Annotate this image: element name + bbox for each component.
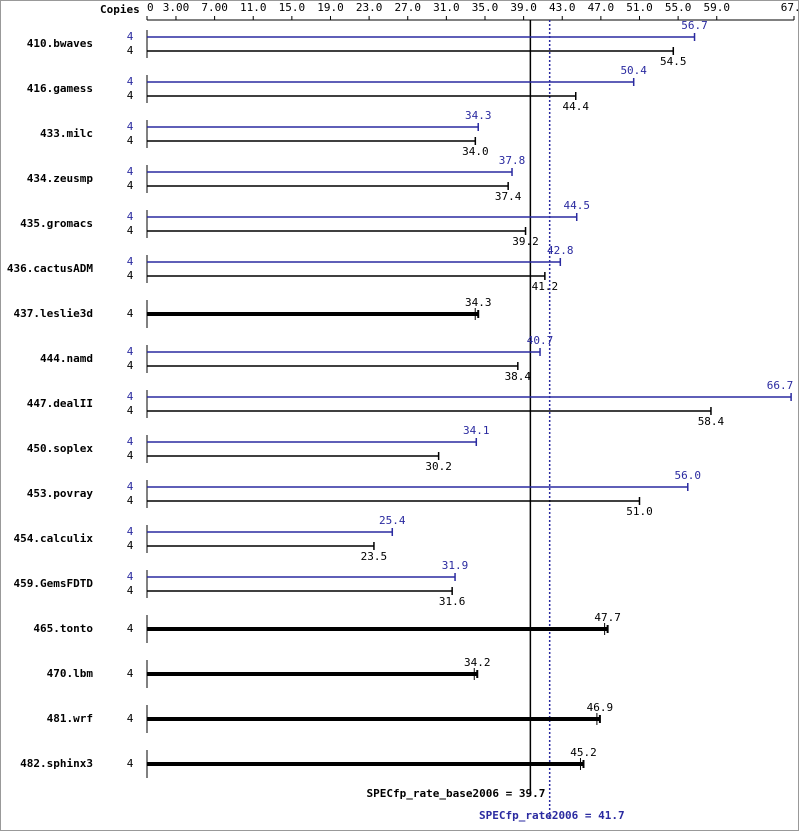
- benchmark-label: 436.cactusADM: [7, 262, 93, 275]
- copies-label: 4: [127, 570, 134, 583]
- value-label: 51.0: [626, 505, 653, 518]
- copies-label: 4: [127, 255, 134, 268]
- copies-label: 4: [127, 89, 134, 102]
- value-label: 45.2: [570, 746, 597, 759]
- copies-label: 4: [127, 345, 134, 358]
- value-label: 34.2: [464, 656, 491, 669]
- x-tick-label: 35.0: [472, 1, 499, 14]
- copies-label: 4: [127, 757, 134, 770]
- benchmark-label: 435.gromacs: [20, 217, 93, 230]
- reference-label: SPECfp_rate_base2006 = 39.7: [367, 787, 546, 800]
- copies-label: 4: [127, 210, 134, 223]
- benchmark-label: 450.soplex: [27, 442, 94, 455]
- value-label: 42.8: [547, 244, 574, 257]
- x-tick-label: 11.0: [240, 1, 267, 14]
- value-label: 34.0: [462, 145, 489, 158]
- x-tick-label: 7.00: [201, 1, 228, 14]
- value-label: 39.2: [512, 235, 539, 248]
- x-tick-label: 23.0: [356, 1, 383, 14]
- value-label: 40.7: [527, 334, 554, 347]
- copies-label: 4: [127, 120, 134, 133]
- benchmark-label: 454.calculix: [14, 532, 94, 545]
- value-label: 46.9: [587, 701, 614, 714]
- copies-label: 4: [127, 75, 134, 88]
- copies-label: 4: [127, 449, 134, 462]
- benchmark-label: 459.GemsFDTD: [14, 577, 94, 590]
- value-label: 66.7: [767, 379, 794, 392]
- value-label: 38.4: [505, 370, 532, 383]
- value-label: 56.0: [675, 469, 702, 482]
- value-label: 30.2: [425, 460, 452, 473]
- value-label: 31.9: [442, 559, 469, 572]
- x-tick-label: 55.0: [665, 1, 692, 14]
- x-tick-label: 59.0: [703, 1, 730, 14]
- value-label: 44.5: [563, 199, 590, 212]
- x-tick-label: 43.0: [549, 1, 576, 14]
- x-tick-label: 15.0: [279, 1, 306, 14]
- benchmark-label: 416.gamess: [27, 82, 93, 95]
- copies-label: 4: [127, 712, 134, 725]
- value-label: 34.1: [463, 424, 490, 437]
- benchmark-label: 434.zeusmp: [27, 172, 94, 185]
- benchmark-label: 481.wrf: [47, 712, 93, 725]
- copies-label: 4: [127, 435, 134, 448]
- x-tick-label: 31.0: [433, 1, 460, 14]
- value-label: 34.3: [465, 296, 492, 309]
- copies-label: 4: [127, 390, 134, 403]
- copies-label: 4: [127, 539, 134, 552]
- copies-label: 4: [127, 269, 134, 282]
- x-tick-label: 19.0: [317, 1, 344, 14]
- copies-label: 4: [127, 165, 134, 178]
- value-label: 56.7: [681, 19, 708, 32]
- x-tick-label: 51.0: [626, 1, 653, 14]
- copies-label: 4: [127, 494, 134, 507]
- x-tick-label: 67.0: [781, 1, 799, 14]
- copies-label: 4: [127, 584, 134, 597]
- value-label: 58.4: [698, 415, 725, 428]
- copies-label: 4: [127, 404, 134, 417]
- value-label: 54.5: [660, 55, 687, 68]
- x-tick-label: 47.0: [588, 1, 615, 14]
- x-tick-label: 27.0: [394, 1, 421, 14]
- copies-label: 4: [127, 224, 134, 237]
- benchmark-label: 453.povray: [27, 487, 94, 500]
- benchmark-label: 437.leslie3d: [14, 307, 93, 320]
- reference-label: SPECfp_rate2006 = 41.7: [479, 809, 625, 822]
- benchmark-label: 433.milc: [40, 127, 93, 140]
- value-label: 31.6: [439, 595, 466, 608]
- value-label: 41.2: [532, 280, 559, 293]
- value-label: 34.3: [465, 109, 492, 122]
- value-label: 47.7: [594, 611, 621, 624]
- copies-label: 4: [127, 359, 134, 372]
- x-tick-label: 39.0: [510, 1, 537, 14]
- copies-label: 4: [127, 480, 134, 493]
- benchmark-label: 410.bwaves: [27, 37, 93, 50]
- benchmark-label: 470.lbm: [47, 667, 94, 680]
- copies-label: 4: [127, 667, 134, 680]
- benchmark-label: 447.dealII: [27, 397, 93, 410]
- copies-header: Copies: [100, 3, 140, 16]
- benchmark-label: 482.sphinx3: [20, 757, 93, 770]
- value-label: 44.4: [563, 100, 590, 113]
- benchmark-label: 465.tonto: [33, 622, 93, 635]
- value-label: 50.4: [620, 64, 647, 77]
- value-label: 23.5: [361, 550, 388, 563]
- copies-label: 4: [127, 134, 134, 147]
- copies-label: 4: [127, 622, 134, 635]
- value-label: 25.4: [379, 514, 406, 527]
- copies-label: 4: [127, 307, 134, 320]
- copies-label: 4: [127, 525, 134, 538]
- copies-label: 4: [127, 44, 134, 57]
- benchmark-label: 444.namd: [40, 352, 93, 365]
- copies-label: 4: [127, 30, 134, 43]
- x-tick-label: 0: [147, 1, 154, 14]
- value-label: 37.8: [499, 154, 526, 167]
- x-tick-label: 3.00: [163, 1, 190, 14]
- copies-label: 4: [127, 179, 134, 192]
- value-label: 37.4: [495, 190, 522, 203]
